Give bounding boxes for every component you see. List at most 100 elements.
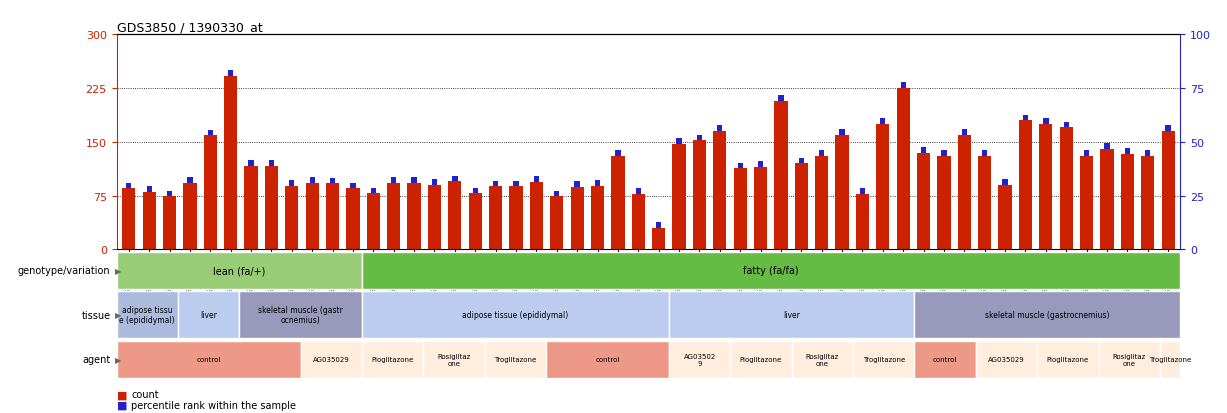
Bar <box>244 167 258 250</box>
Bar <box>941 151 946 157</box>
Bar <box>672 145 686 250</box>
Text: skeletal muscle (gastr
ocnemius): skeletal muscle (gastr ocnemius) <box>258 305 344 325</box>
Bar <box>493 181 498 187</box>
Bar <box>1039 125 1053 250</box>
Bar <box>713 132 726 250</box>
Text: agent: agent <box>82 354 110 364</box>
Bar <box>534 177 539 183</box>
Bar <box>595 180 600 186</box>
Text: tissue: tissue <box>81 310 110 320</box>
Bar <box>669 291 914 339</box>
Bar <box>387 183 400 250</box>
Bar <box>1141 157 1155 250</box>
Bar <box>897 89 910 250</box>
Text: lean (fa/+): lean (fa/+) <box>213 266 265 275</box>
Text: percentile rank within the sample: percentile rank within the sample <box>131 400 296 410</box>
Bar <box>876 125 890 250</box>
Bar <box>367 194 380 250</box>
Bar <box>1104 144 1109 150</box>
Text: genotype/variation: genotype/variation <box>18 266 110 275</box>
Bar <box>123 189 135 250</box>
Bar <box>921 147 926 153</box>
Bar <box>530 183 544 250</box>
Bar <box>1018 121 1032 250</box>
Bar <box>183 183 196 250</box>
Bar <box>978 157 991 250</box>
Bar <box>734 169 747 250</box>
Bar <box>574 182 580 188</box>
Bar <box>555 191 560 197</box>
Bar <box>290 180 294 186</box>
Bar <box>163 197 177 250</box>
Text: fatty (fa/fa): fatty (fa/fa) <box>744 266 799 275</box>
Bar <box>407 183 421 250</box>
Bar <box>265 167 279 250</box>
Bar <box>1160 341 1180 378</box>
Bar <box>228 71 233 77</box>
Bar <box>693 141 706 250</box>
Bar <box>636 189 640 195</box>
Bar <box>958 135 971 250</box>
Bar <box>239 291 362 339</box>
Bar <box>591 186 604 250</box>
Bar <box>1166 126 1171 132</box>
Bar <box>1064 122 1069 128</box>
Bar <box>571 188 584 250</box>
Bar <box>676 139 682 145</box>
Text: skeletal muscle (gastrocnemius): skeletal muscle (gastrocnemius) <box>985 311 1109 319</box>
Bar <box>362 252 1180 289</box>
Bar <box>509 187 523 250</box>
Bar <box>453 176 458 182</box>
Text: liver: liver <box>200 311 217 319</box>
Bar <box>855 195 869 250</box>
Text: ▶: ▶ <box>115 355 121 364</box>
Bar <box>1120 154 1134 250</box>
Bar <box>269 161 274 167</box>
Text: control: control <box>595 356 620 362</box>
Text: count: count <box>131 389 160 399</box>
Bar <box>188 178 193 183</box>
Bar <box>615 151 621 157</box>
Text: Troglitazone: Troglitazone <box>494 356 536 362</box>
Bar <box>448 182 461 250</box>
Bar <box>1037 341 1098 378</box>
Bar <box>815 157 828 250</box>
Text: ■: ■ <box>117 389 128 399</box>
Text: adipose tissue (epididymal): adipose tissue (epididymal) <box>463 311 568 319</box>
Bar <box>146 187 152 192</box>
Text: adipose tissu
e (epididymal): adipose tissu e (epididymal) <box>119 305 175 325</box>
Text: ▶: ▶ <box>115 266 121 275</box>
Bar <box>975 341 1037 378</box>
Bar <box>362 341 423 378</box>
Bar <box>982 151 988 157</box>
Bar <box>432 180 437 185</box>
Bar <box>791 341 853 378</box>
Text: Pioglitazone: Pioglitazone <box>372 356 413 362</box>
Bar <box>656 223 661 228</box>
Bar <box>1098 341 1160 378</box>
Bar <box>669 341 730 378</box>
Bar <box>1083 151 1090 157</box>
Bar <box>1043 119 1049 125</box>
Bar <box>204 136 217 250</box>
Bar <box>546 341 669 378</box>
Bar <box>391 178 396 183</box>
Bar <box>362 291 669 339</box>
Text: AG035029: AG035029 <box>313 356 350 362</box>
Bar <box>839 130 844 135</box>
Bar <box>225 77 237 250</box>
Text: AG035029: AG035029 <box>988 356 1025 362</box>
Bar <box>774 102 788 250</box>
Bar <box>326 184 339 250</box>
Bar <box>737 163 742 169</box>
Bar <box>697 135 702 141</box>
Bar <box>472 188 477 194</box>
Bar <box>611 157 625 250</box>
Bar <box>371 188 375 194</box>
Bar <box>753 168 767 250</box>
Bar <box>901 83 906 89</box>
Bar <box>485 341 546 378</box>
Bar <box>1125 149 1130 154</box>
Bar <box>799 158 804 164</box>
Bar <box>428 185 442 250</box>
